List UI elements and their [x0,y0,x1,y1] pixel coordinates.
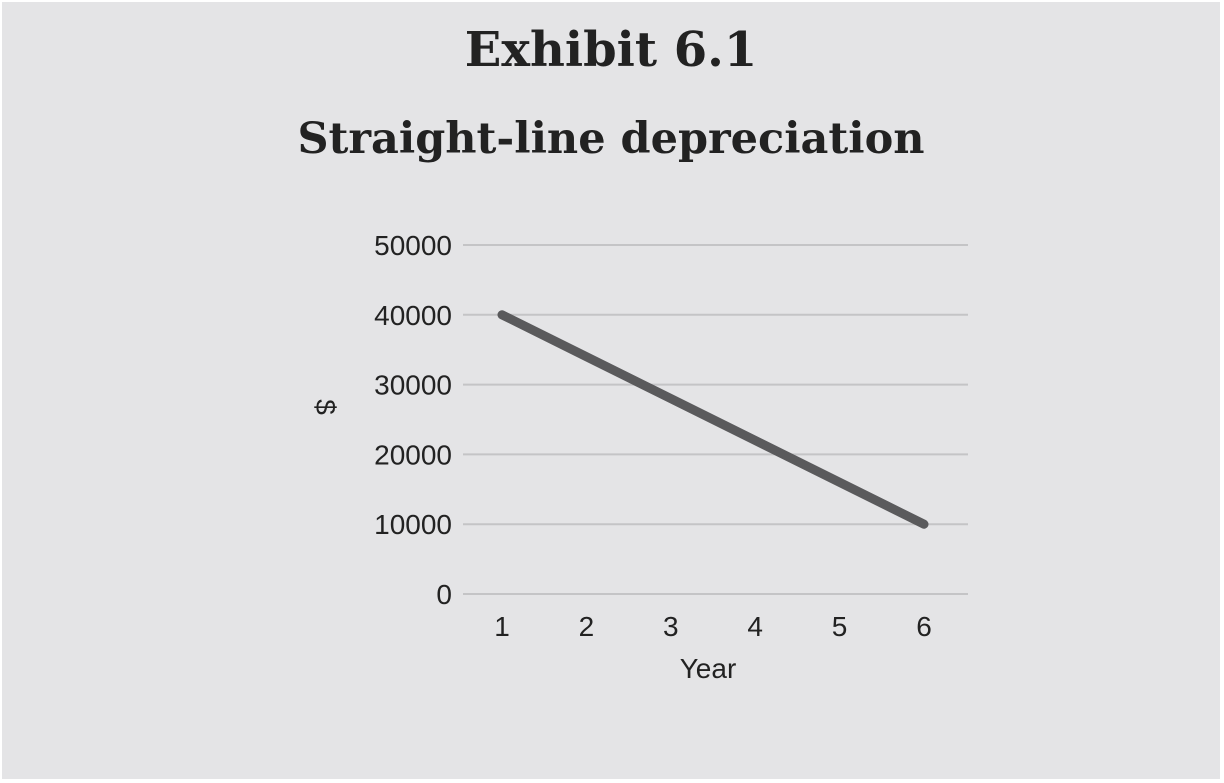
x-tick-label: 5 [832,611,848,642]
x-tick-label: 6 [916,611,932,642]
x-axis-label: Year [680,653,737,684]
y-axis-label: $ [310,399,341,415]
x-tick-label: 2 [579,611,595,642]
chart-title: Exhibit 6.1 [464,22,758,78]
x-tick-label: 4 [747,611,763,642]
series-line-0 [497,310,929,529]
y-tick-label: 40000 [374,300,452,331]
y-tick-labels: 0 10000 20000 30000 40000 50000 [374,230,452,610]
x-tick-label: 3 [663,611,679,642]
y-tick-label: 20000 [374,439,452,470]
series-layer [497,310,929,529]
x-tick-labels: 1 2 3 4 5 6 [494,611,932,642]
gridlines [463,244,968,595]
y-tick-label: 0 [436,579,452,610]
x-tick-label: 1 [494,611,510,642]
y-tick-label: 10000 [374,509,452,540]
y-tick-label: 30000 [374,370,452,401]
y-tick-label: 50000 [374,230,452,261]
chart-subtitle: Straight-line depreciation [297,114,925,164]
